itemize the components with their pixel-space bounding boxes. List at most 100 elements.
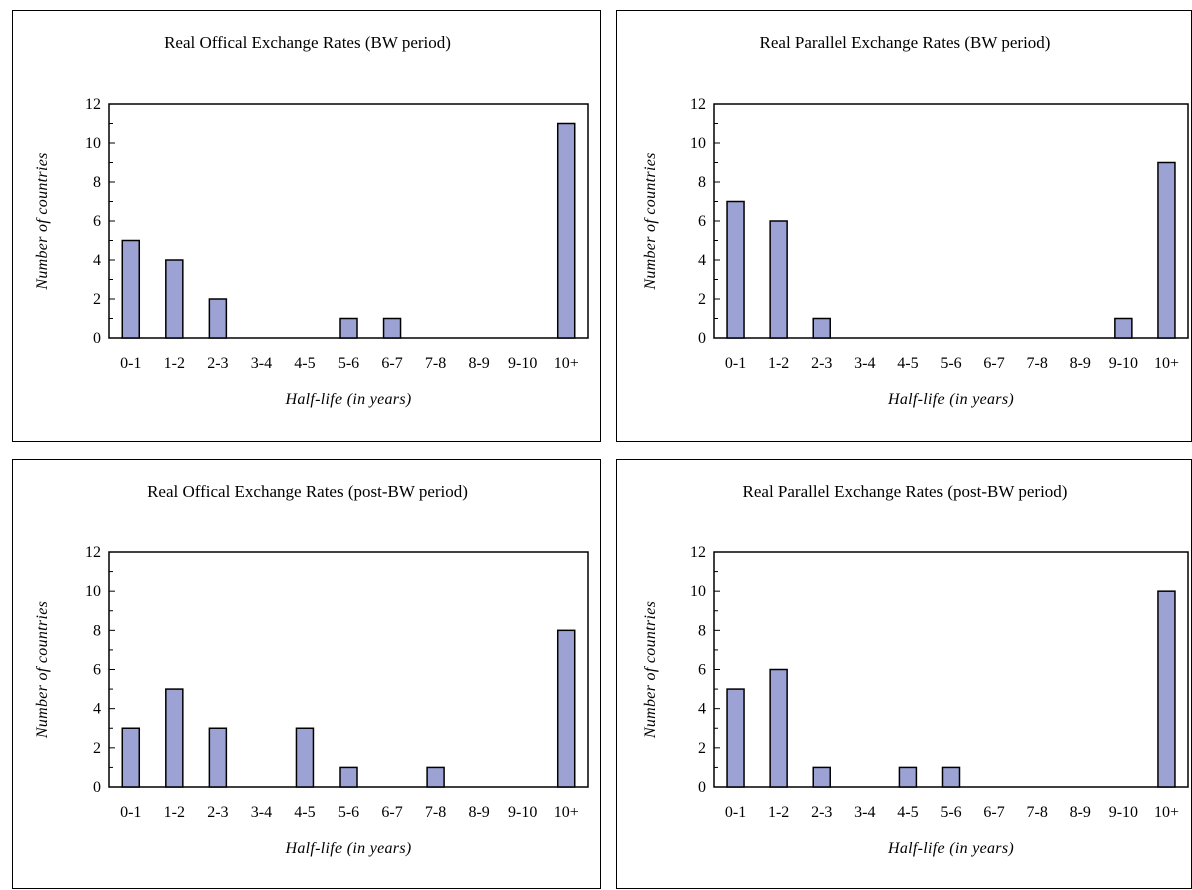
x-tick-label: 1-2 [768,804,789,821]
y-tick-label: 0 [698,330,706,347]
y-axis-label: Number of countries [34,152,51,290]
y-tick-label: 6 [698,213,706,230]
y-tick-label: 12 [690,96,706,113]
y-axis-label: Number of countries [642,152,659,290]
x-tick-label: 5-6 [338,355,359,372]
x-tick-label: 2-3 [207,355,228,372]
x-tick-label: 10+ [554,355,579,372]
x-axis-label: Half-life (in years) [887,391,1014,408]
x-tick-label: 3-4 [854,355,875,372]
x-tick-label: 0-1 [725,804,746,821]
x-tick-label: 3-4 [251,355,272,372]
x-tick-label: 8-9 [1070,804,1091,821]
y-tick-label: 6 [93,213,101,230]
x-tick-label: 7-8 [1027,355,1048,372]
chart-svg-official-post-bw: Real Offical Exchange Rates (post-BW per… [34,482,589,857]
x-tick-label: 5-6 [338,804,359,821]
bar-6-7 [382,317,402,339]
y-tick-label: 4 [698,252,706,269]
y-axis-label: Number of countries [642,601,659,739]
y-tick-label: 6 [93,662,101,679]
bar-5-6 [941,766,961,788]
x-tick-label: 7-8 [425,355,446,372]
bar-4-5 [295,727,315,788]
bar-2-3 [812,317,831,339]
chart-title: Real Parallel Exchange Rates (post-BW pe… [743,482,1068,501]
bar-0-1 [121,239,141,339]
bar-0-1 [726,688,745,788]
x-tick-label: 6-7 [983,804,1004,821]
bar-0-1 [726,200,745,339]
chart-svg-official-bw: Real Offical Exchange Rates (BW period) 0… [34,33,589,408]
x-tick-label: 4-5 [897,355,918,372]
bar-9-10 [1114,317,1133,339]
x-tick-label: 3-4 [251,804,272,821]
chart-panel-official-bw: Real Offical Exchange Rates (BW period) 0… [12,10,601,442]
chart-panel-parallel-bw: Real Parallel Exchange Rates (BW period)… [616,10,1192,442]
y-tick-label: 2 [93,740,101,757]
y-tick-label: 0 [698,779,706,796]
bar-10+ [1157,161,1176,339]
x-tick-label: 9-10 [508,804,537,821]
x-tick-label: 3-4 [854,804,875,821]
bar-1-2 [165,688,184,788]
x-tick-label: 10+ [1154,355,1179,372]
x-tick-label: 8-9 [1070,355,1091,372]
bar-2-3 [208,727,228,788]
bar-1-2 [165,259,184,339]
x-tick-label: 2-3 [811,804,832,821]
x-tick-label: 1-2 [164,804,185,821]
x-tick-label: 0-1 [120,804,141,821]
x-tick-label: 9-10 [1109,804,1138,821]
x-tick-label: 5-6 [940,804,961,821]
y-tick-label: 10 [85,583,101,600]
bar-2-3 [208,298,228,339]
y-tick-label: 2 [698,740,706,757]
x-tick-label: 6-7 [381,804,402,821]
y-tick-label: 10 [690,135,706,152]
y-tick-label: 12 [690,544,706,561]
chart-title: Real Offical Exchange Rates (post-BW per… [147,482,468,501]
y-tick-label: 0 [93,779,101,796]
bar-1-2 [769,220,788,339]
y-tick-label: 12 [85,544,101,561]
bar-5-6 [339,317,358,339]
y-tick-label: 0 [93,330,101,347]
x-tick-label: 10+ [554,804,579,821]
y-tick-label: 6 [698,662,706,679]
x-axis-label: Half-life (in years) [285,391,412,408]
chart-title: Real Parallel Exchange Rates (BW period) [760,33,1051,52]
bar-0-1 [121,727,141,788]
bar-10+ [1157,590,1176,788]
x-axis-label: Half-life (in years) [285,840,412,857]
chart-panel-official-post-bw: Real Offical Exchange Rates (post-BW per… [12,459,601,889]
x-tick-label: 6-7 [381,355,402,372]
x-tick-label: 0-1 [120,355,141,372]
x-axis-label: Half-life (in years) [887,840,1014,857]
x-tick-label: 7-8 [1027,804,1048,821]
x-tick-label: 1-2 [164,355,185,372]
y-tick-label: 2 [698,291,706,308]
x-tick-label: 4-5 [294,355,315,372]
x-tick-label: 5-6 [940,355,961,372]
bar-10+ [556,629,576,788]
bar-7-8 [426,766,445,788]
x-tick-label: 8-9 [468,355,489,372]
chart-title: Real Offical Exchange Rates (BW period) [164,33,451,52]
x-tick-label: 6-7 [983,355,1004,372]
y-tick-label: 10 [690,583,706,600]
y-tick-label: 10 [85,135,101,152]
x-tick-label: 7-8 [425,804,446,821]
y-tick-label: 8 [698,174,706,191]
bar-1-2 [769,668,788,788]
y-tick-label: 8 [93,174,101,191]
bar-10+ [556,122,576,339]
bar-2-3 [812,766,831,788]
y-tick-label: 4 [698,701,706,718]
y-tick-label: 8 [93,622,101,639]
x-tick-label: 0-1 [725,355,746,372]
x-tick-label: 2-3 [207,804,228,821]
x-tick-label: 4-5 [897,804,918,821]
y-tick-label: 8 [698,622,706,639]
x-tick-label: 4-5 [294,804,315,821]
